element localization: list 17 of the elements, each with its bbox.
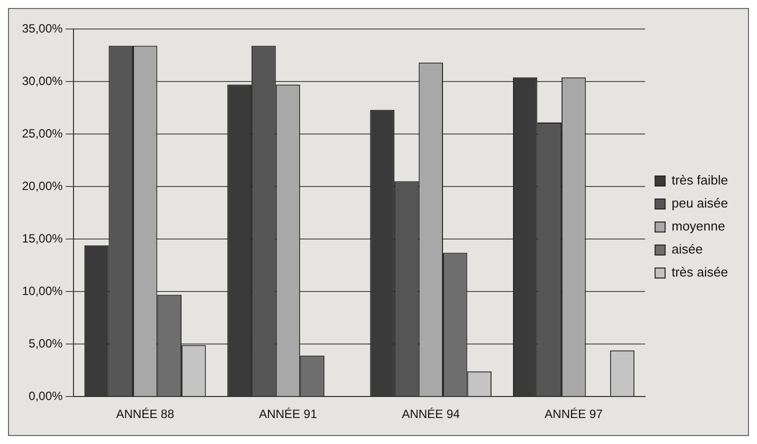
x-tick-label: ANNÉE 97 bbox=[544, 407, 604, 422]
legend-label: très faible bbox=[672, 172, 728, 188]
legend-label: moyenne bbox=[672, 218, 726, 234]
y-tick-label: 5,00% bbox=[28, 336, 64, 350]
legend-label: peu aisée bbox=[672, 196, 728, 211]
y-tick-label: 25,00% bbox=[22, 126, 64, 140]
x-tick-label: ANNÉE 94 bbox=[402, 407, 460, 422]
y-tick-label: 0,00% bbox=[28, 388, 64, 403]
y-tick-label: 35,00% bbox=[22, 21, 64, 36]
legend-label: très aisée bbox=[672, 264, 728, 280]
y-tick-label: 15,00% bbox=[22, 231, 64, 246]
x-tick-label: ANNÉE 88 bbox=[116, 407, 174, 422]
y-tick-label: 10,00% bbox=[22, 284, 64, 298]
legend-label: aisée bbox=[672, 242, 703, 257]
x-tick-label: ANNÉE 91 bbox=[258, 407, 318, 422]
y-tick-label: 30,00% bbox=[22, 74, 64, 88]
y-tick-label: 20,00% bbox=[22, 178, 64, 193]
